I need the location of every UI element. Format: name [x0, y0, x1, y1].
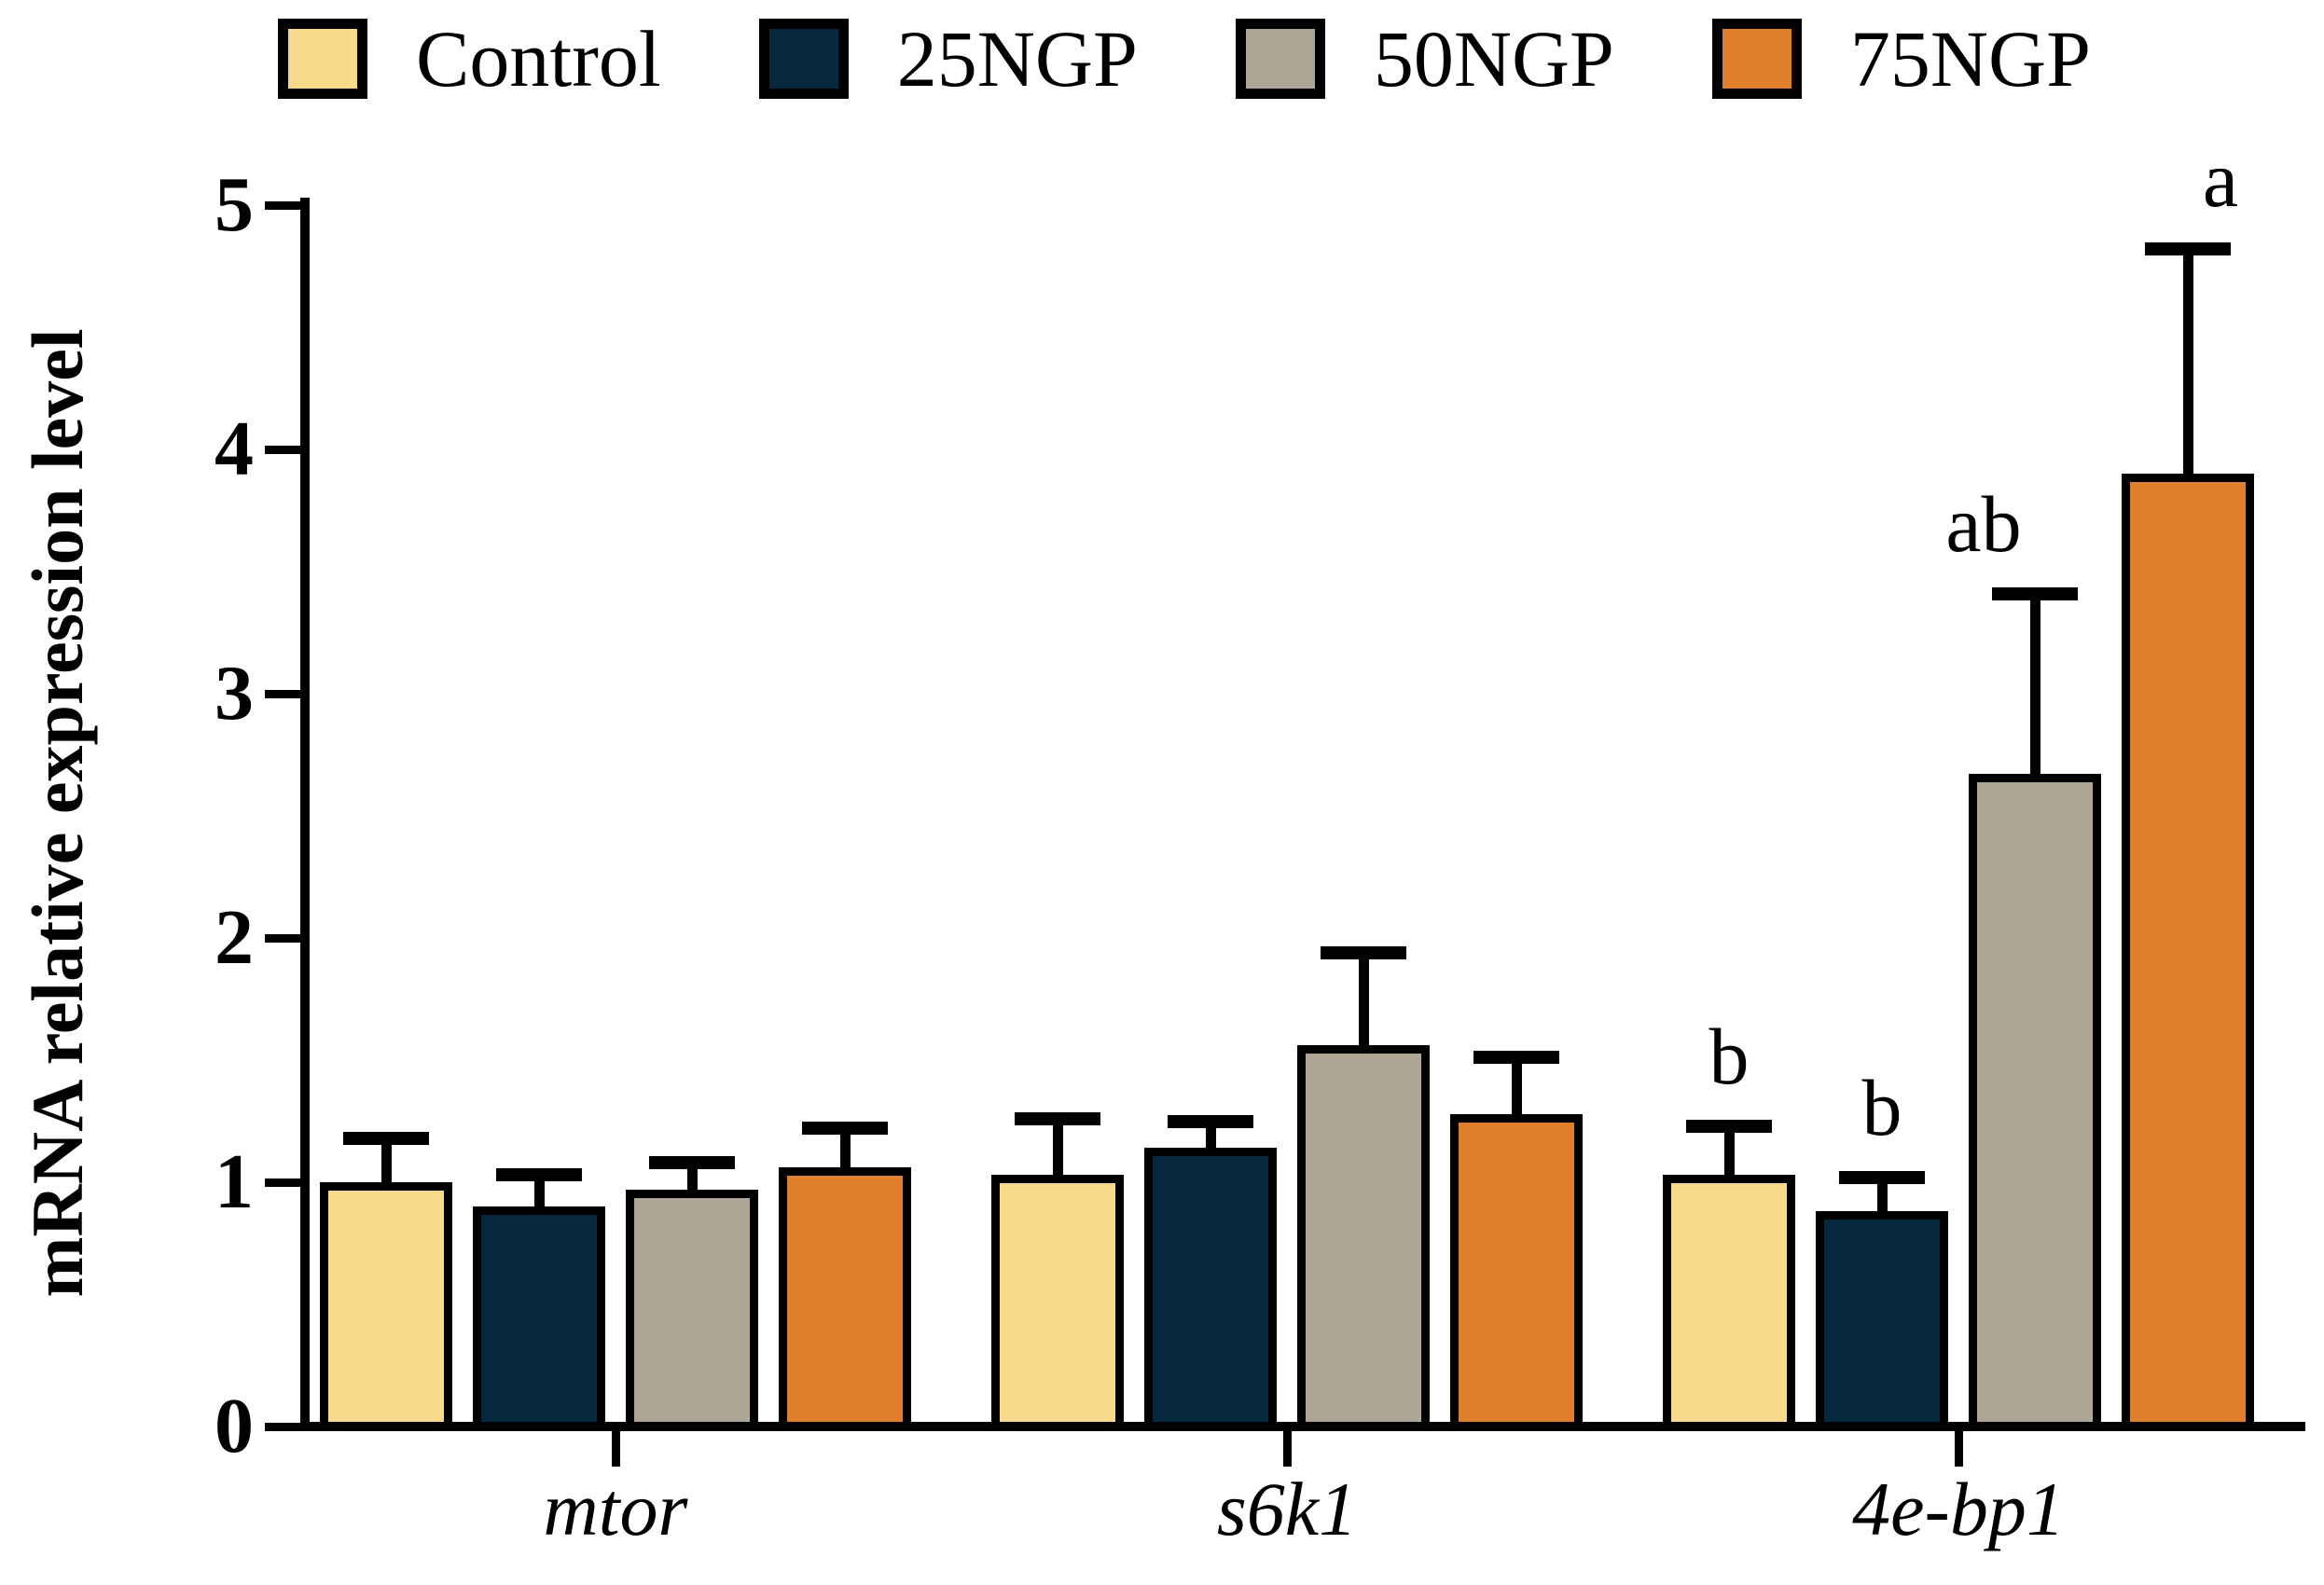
- y-axis-tick: [265, 1423, 300, 1431]
- significance-letter: b: [1708, 1011, 1750, 1101]
- error-bar-cap: [496, 1168, 582, 1182]
- x-axis-tick: [1283, 1431, 1292, 1467]
- x-axis-tick: [612, 1431, 620, 1467]
- y-axis-tick-label: 0: [214, 1383, 254, 1469]
- error-bar-stem: [2029, 593, 2040, 780]
- bar-75NGP-4e-bp1: [2122, 474, 2254, 1430]
- y-axis-tick: [265, 690, 300, 698]
- error-bar-stem: [1511, 1057, 1522, 1120]
- y-axis-tick-label: 1: [214, 1138, 254, 1225]
- y-axis-tick: [265, 934, 300, 943]
- error-bar-stem: [1358, 952, 1369, 1052]
- bar-50NGP-mtor: [626, 1189, 758, 1430]
- bar-75NGP-s6k1: [1450, 1113, 1583, 1430]
- legend-label: 25NGP: [896, 14, 1138, 103]
- significance-letter: ab: [1945, 478, 2022, 569]
- error-bar-cap: [1992, 586, 2078, 600]
- y-axis-line: [300, 198, 310, 1431]
- bar-Control-mtor: [320, 1182, 452, 1430]
- bar-Control-s6k1: [991, 1175, 1124, 1430]
- error-bar-stem: [1723, 1125, 1735, 1181]
- y-axis-tick: [265, 201, 300, 210]
- x-category-label: mtor: [543, 1467, 688, 1551]
- significance-letter: b: [1861, 1062, 1902, 1152]
- bar-25NGP-mtor: [473, 1206, 605, 1430]
- bar-Control-4e-bp1: [1663, 1175, 1795, 1430]
- error-bar-cap: [1686, 1119, 1772, 1133]
- error-bar-cap: [1473, 1051, 1559, 1065]
- error-bar-stem: [2182, 249, 2193, 480]
- legend-swatch: [1235, 19, 1325, 99]
- error-bar-cap: [1015, 1111, 1100, 1125]
- y-axis-title: mRNA relative expression level: [17, 328, 98, 1298]
- significance-letter: a: [2202, 134, 2239, 225]
- error-bar-stem: [839, 1128, 851, 1174]
- legend-swatch: [758, 19, 849, 99]
- x-category-label: 4e-bp1: [1852, 1467, 2065, 1551]
- error-bar-stem: [1876, 1177, 1888, 1218]
- legend-label: 50NGP: [1373, 14, 1614, 103]
- error-bar-stem: [380, 1137, 392, 1188]
- y-axis-tick-label: 2: [214, 894, 254, 981]
- error-bar-cap: [2145, 242, 2231, 256]
- x-category-label: s6k1: [1216, 1467, 1358, 1551]
- y-axis-tick-label: 5: [214, 161, 254, 248]
- bar-50NGP-4e-bp1: [1969, 774, 2101, 1430]
- y-axis-tick: [265, 1178, 300, 1187]
- legend-label: Control: [416, 14, 661, 103]
- error-bar-stem: [1205, 1121, 1216, 1154]
- legend: Control 25NGP 50NGP 75NGP: [278, 19, 2091, 99]
- y-axis-tick-label: 3: [214, 650, 254, 737]
- bar-75NGP-mtor: [779, 1167, 911, 1430]
- y-axis-tick-label: 4: [214, 406, 254, 492]
- legend-swatch: [1711, 19, 1802, 99]
- legend-item-Control: Control: [278, 19, 661, 99]
- legend-item-50NGP: 50NGP: [1235, 14, 1614, 103]
- error-bar-stem: [686, 1163, 698, 1195]
- x-axis-tick: [1955, 1431, 1963, 1467]
- legend-item-75NGP: 75NGP: [1711, 14, 2091, 103]
- error-bar-cap: [802, 1122, 888, 1136]
- error-bar-cap: [1839, 1170, 1925, 1184]
- error-bar-cap: [649, 1156, 735, 1170]
- y-axis-tick: [265, 446, 300, 454]
- error-bar-cap: [343, 1131, 429, 1145]
- bar-50NGP-s6k1: [1297, 1045, 1430, 1430]
- error-bar-cap: [1321, 945, 1406, 959]
- error-bar-cap: [1168, 1114, 1253, 1128]
- legend-label: 75NGP: [1849, 14, 2091, 103]
- error-bar-stem: [533, 1175, 545, 1213]
- error-bar-stem: [1052, 1118, 1063, 1181]
- legend-item-25NGP: 25NGP: [758, 14, 1138, 103]
- bar-25NGP-s6k1: [1144, 1148, 1277, 1430]
- legend-swatch: [278, 19, 367, 99]
- bar-25NGP-4e-bp1: [1816, 1211, 1948, 1430]
